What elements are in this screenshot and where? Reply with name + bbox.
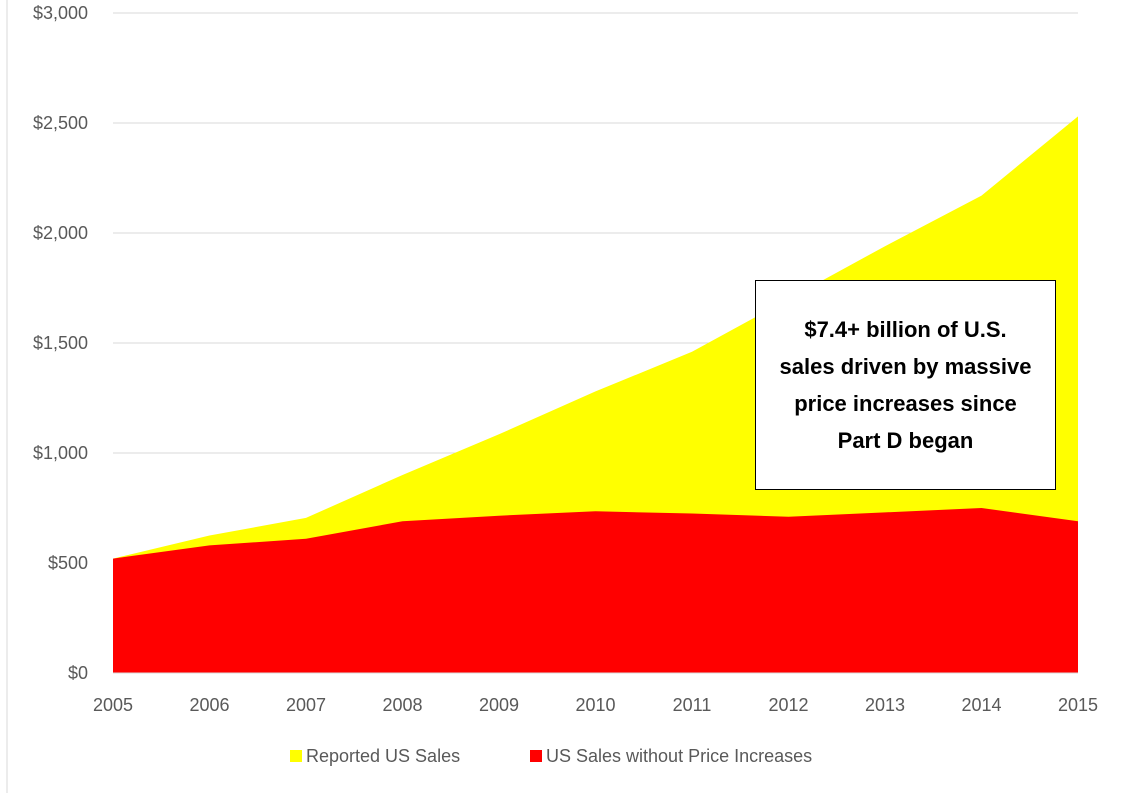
x-tick-label: 2008: [382, 695, 422, 715]
legend-label-reported-us-sales: Reported US Sales: [306, 746, 460, 766]
x-tick-label: 2012: [768, 695, 808, 715]
legend: Reported US Sales US Sales without Price…: [290, 746, 812, 766]
legend-label-us-sales-without-price-increases: US Sales without Price Increases: [546, 746, 812, 766]
y-tick-label: $3,000: [33, 3, 88, 23]
x-tick-label: 2010: [575, 695, 615, 715]
y-tick-label: $500: [48, 553, 88, 573]
plot-areas: [113, 116, 1078, 673]
x-tick-label: 2005: [93, 695, 133, 715]
axes: $0 $500 $1,000 $1,500 $2,000 $2,500 $3,000 2005…: [33, 3, 1098, 715]
x-tick-label: 2007: [286, 695, 326, 715]
y-tick-label: $1,500: [33, 333, 88, 353]
area-series-1: [113, 508, 1078, 673]
y-tick-label: $0: [68, 663, 88, 683]
legend-swatch-us-sales-without-price-increases: [530, 750, 542, 762]
y-tick-label: $2,000: [33, 223, 88, 243]
x-tick-label: 2009: [479, 695, 519, 715]
x-tick-label: 2015: [1058, 695, 1098, 715]
annotation-text: $7.4+ billion of U.S. sales driven by ma…: [779, 317, 1032, 453]
x-tick-label: 2006: [189, 695, 229, 715]
annotation-callout: $7.4+ billion of U.S. sales driven by ma…: [755, 280, 1056, 490]
x-tick-label: 2013: [865, 695, 905, 715]
y-tick-label: $2,500: [33, 113, 88, 133]
x-tick-label: 2014: [961, 695, 1001, 715]
legend-swatch-reported-us-sales: [290, 750, 302, 762]
y-tick-label: $1,000: [33, 443, 88, 463]
x-tick-label: 2011: [673, 695, 712, 715]
